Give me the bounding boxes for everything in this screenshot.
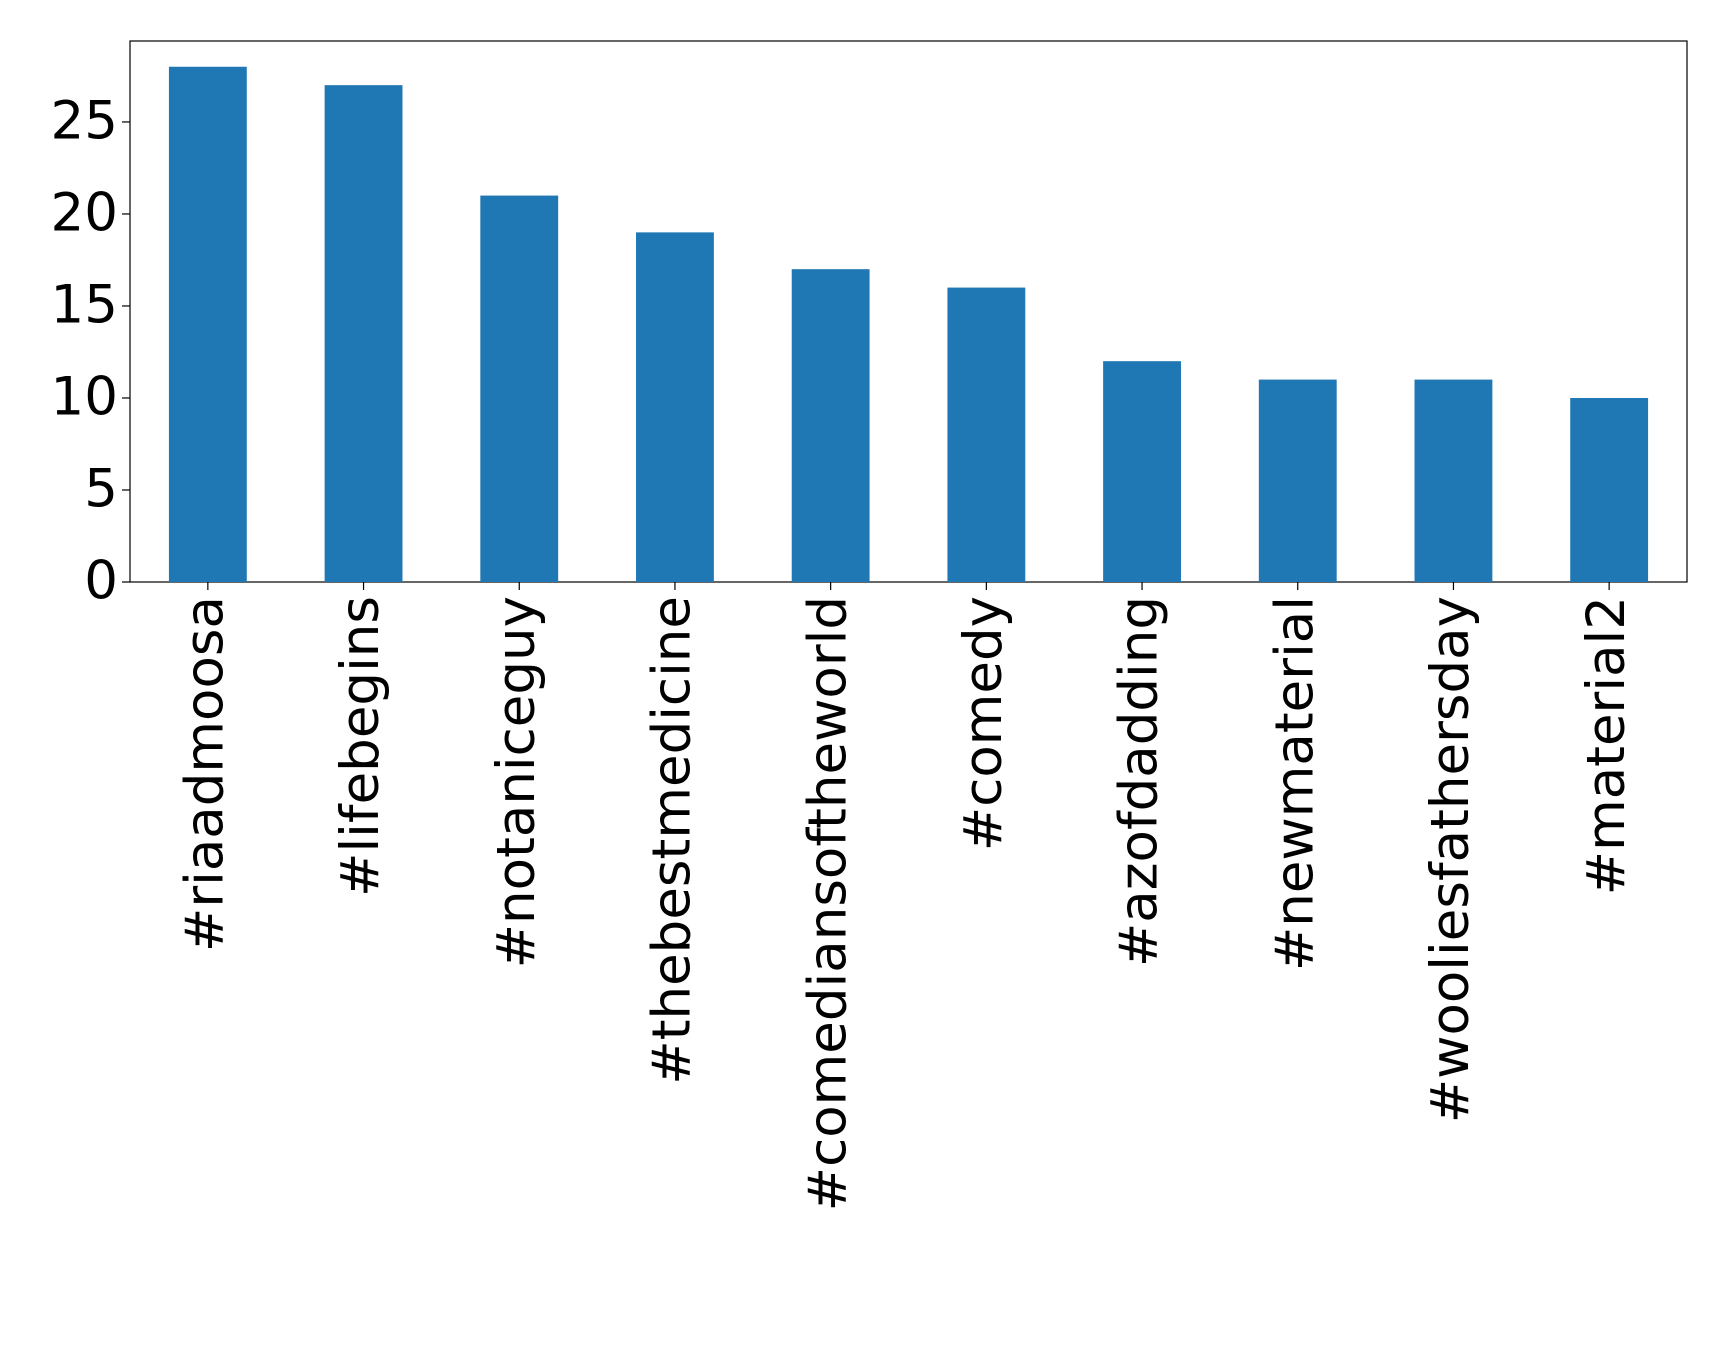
y-tick-label: 25 xyxy=(51,91,118,152)
y-tick-label: 15 xyxy=(51,275,118,336)
x-tick-label: #wooliesfathersday xyxy=(1420,596,1481,1123)
y-tick-label: 10 xyxy=(51,367,118,428)
bar xyxy=(1414,379,1493,582)
x-tick-label: #thebestmedicine xyxy=(642,596,703,1085)
plot-frame xyxy=(129,40,1688,583)
bar xyxy=(1258,379,1337,582)
x-tick-label: #lifebegins xyxy=(330,596,391,897)
y-tick-label: 20 xyxy=(51,183,118,244)
x-tick-label: #newmaterial xyxy=(1264,596,1325,971)
bar xyxy=(947,287,1026,582)
x-tick-label: #notaniceguy xyxy=(486,596,547,968)
y-tick-label: 5 xyxy=(84,459,118,520)
x-tick-label: #material2 xyxy=(1576,596,1637,895)
bar xyxy=(168,66,247,582)
bar xyxy=(1103,361,1181,582)
bar xyxy=(324,85,403,582)
bar xyxy=(480,195,559,583)
x-tick-label: #comediansoftheworld xyxy=(797,596,858,1211)
x-tick-label: #azofdadding xyxy=(1109,596,1170,967)
x-tick-label: #comedy xyxy=(953,596,1014,851)
bar xyxy=(791,269,870,582)
bar xyxy=(1570,397,1649,582)
x-tick-label: #riaadmoosa xyxy=(174,596,235,952)
bar xyxy=(636,232,714,582)
y-tick-label: 0 xyxy=(84,551,118,612)
